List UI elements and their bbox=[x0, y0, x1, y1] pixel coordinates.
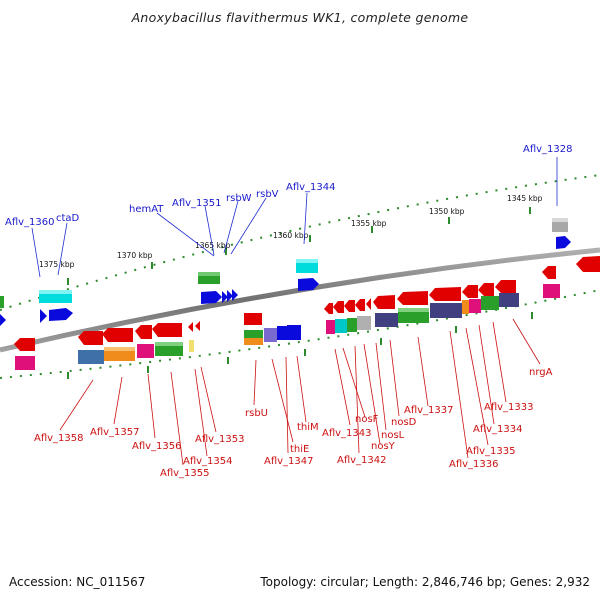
accession-text: Accession: NC_011567 bbox=[9, 575, 146, 589]
gene-label[interactable]: Aflv_1344 bbox=[286, 182, 336, 193]
gene-label[interactable]: Aflv_1347 bbox=[264, 456, 314, 467]
gene-label[interactable]: thiE bbox=[290, 444, 309, 455]
gene-label[interactable]: nrgA bbox=[529, 367, 553, 378]
map-title: Anoxybacillus flavithermus WK1, complete… bbox=[131, 10, 469, 25]
gene-label[interactable]: thiM bbox=[297, 422, 319, 433]
gene-label[interactable]: Aflv_1356 bbox=[132, 441, 182, 452]
gene-label[interactable]: hemAT bbox=[129, 204, 164, 215]
top-gene-labels: Aflv_1328 Aflv_1344 rsbV rsbW Aflv_1351 … bbox=[5, 144, 573, 228]
gene-label[interactable]: nosY bbox=[371, 441, 396, 452]
gene-label[interactable]: nosL bbox=[381, 430, 405, 441]
gene-label[interactable]: rsbW bbox=[226, 193, 252, 204]
reverse-genes bbox=[14, 256, 600, 370]
gene-label[interactable]: Aflv_1333 bbox=[484, 402, 534, 413]
gene-label[interactable]: Aflv_1335 bbox=[466, 446, 516, 457]
gene-label[interactable]: Aflv_1351 bbox=[172, 198, 222, 209]
scale-label: 1365 kbp bbox=[195, 241, 231, 250]
scale-label: 1370 kbp bbox=[117, 251, 153, 260]
forward-genes bbox=[0, 218, 571, 326]
gene-label[interactable]: Aflv_1353 bbox=[195, 434, 245, 445]
gene-label[interactable]: nosD bbox=[391, 417, 417, 428]
gene-label[interactable]: Aflv_1357 bbox=[90, 427, 140, 438]
gene-label[interactable]: Aflv_1354 bbox=[183, 456, 233, 467]
scale-label: 1355 kbp bbox=[351, 219, 387, 228]
gene-label[interactable]: rsbU bbox=[245, 408, 268, 419]
scale-label: 1350 kbp bbox=[429, 207, 465, 216]
top-leader-lines bbox=[31, 157, 558, 278]
gene-label[interactable]: Aflv_1337 bbox=[404, 405, 454, 416]
gene-label[interactable]: ctaD bbox=[56, 213, 80, 224]
scale-label: 1345 kbp bbox=[507, 194, 543, 203]
bottom-leader-lines bbox=[59, 318, 541, 466]
gene-label[interactable]: Aflv_1328 bbox=[523, 144, 573, 155]
gene-label[interactable]: nosF bbox=[355, 414, 379, 425]
scale-ticks bbox=[67, 207, 533, 379]
gene-label[interactable]: Aflv_1334 bbox=[473, 424, 523, 435]
gene-label[interactable]: Aflv_1342 bbox=[337, 455, 387, 466]
gene-label[interactable]: rsbV bbox=[256, 189, 279, 200]
scale-label: 1360 kbp bbox=[273, 231, 309, 240]
gene-label[interactable]: Aflv_1360 bbox=[5, 217, 55, 228]
upper-scale-arc bbox=[0, 174, 600, 311]
bottom-gene-labels: Aflv_1358 Aflv_1357 Aflv_1356 Aflv_1355 … bbox=[34, 367, 553, 479]
genome-summary-text: Topology: circular; Length: 2,846,746 bp… bbox=[260, 575, 590, 589]
scale-label: 1375 kbp bbox=[39, 260, 75, 269]
gene-label[interactable]: Aflv_1343 bbox=[322, 428, 372, 439]
gene-label[interactable]: Aflv_1336 bbox=[449, 459, 499, 470]
gene-label[interactable]: Aflv_1355 bbox=[160, 468, 210, 479]
gene-label[interactable]: Aflv_1358 bbox=[34, 433, 84, 444]
